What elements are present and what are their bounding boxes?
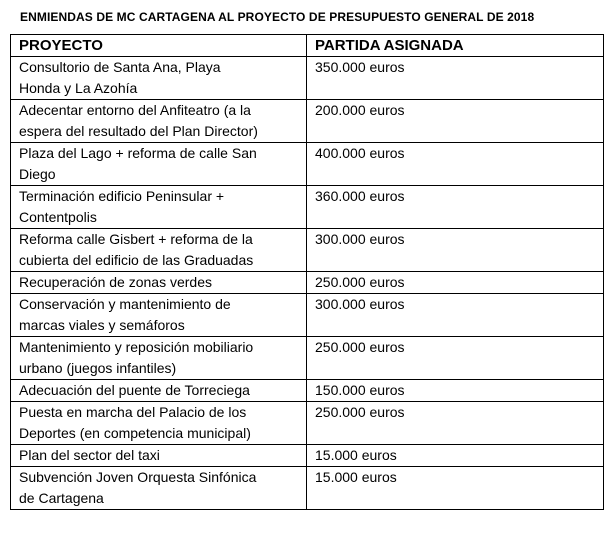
table-row: Subvención Joven Orquesta Sinfónica de C… [10,466,604,510]
table-row: Plaza del Lago + reforma de calle San Di… [10,142,604,186]
project-cell: Consultorio de Santa Ana, Playa Honda y … [10,56,307,100]
amount-cell: 200.000 euros [306,99,604,143]
amount-cell: 350.000 euros [306,56,604,100]
table-body: Consultorio de Santa Ana, Playa Honda y … [10,56,604,510]
table-row: Terminación edificio Peninsular + Conten… [10,185,604,229]
project-cell: Adecuación del puente de Torreciega [10,379,307,402]
amount-cell: 250.000 euros [306,271,604,294]
table-row: Adecentar entorno del Anfiteatro (a la e… [10,99,604,143]
table-row: Conservación y mantenimiento de marcas v… [10,293,604,337]
project-cell: Puesta en marcha del Palacio de los Depo… [10,401,307,445]
amount-cell: 250.000 euros [306,336,604,380]
table-row: Puesta en marcha del Palacio de los Depo… [10,401,604,445]
amount-cell: 15.000 euros [306,444,604,467]
table-row: Mantenimiento y reposición mobiliario ur… [10,336,604,380]
budget-table: PROYECTO PARTIDA ASIGNADA Consultorio de… [10,34,604,510]
table-row: Recuperación de zonas verdes 250.000 euro… [10,271,604,294]
amount-cell: 15.000 euros [306,466,604,510]
table-row: Reforma calle Gisbert + reforma de la cu… [10,228,604,272]
column-header-partida-asignada: PARTIDA ASIGNADA [306,34,604,57]
project-cell: Plaza del Lago + reforma de calle San Di… [10,142,307,186]
amount-cell: 400.000 euros [306,142,604,186]
table-row: Plan del sector del taxi 15.000 euros [10,444,604,467]
project-cell: Mantenimiento y reposición mobiliario ur… [10,336,307,380]
amount-cell: 300.000 euros [306,228,604,272]
amount-cell: 150.000 euros [306,379,604,402]
table-row: Adecuación del puente de Torreciega 150.0… [10,379,604,402]
project-cell: Plan del sector del taxi [10,444,307,467]
page-title: ENMIENDAS DE MC CARTAGENA AL PROYECTO DE… [20,10,535,24]
project-cell: Adecentar entorno del Anfiteatro (a la e… [10,99,307,143]
column-header-proyecto: PROYECTO [10,34,307,57]
project-cell: Terminación edificio Peninsular + Conten… [10,185,307,229]
project-cell: Conservación y mantenimiento de marcas v… [10,293,307,337]
project-cell: Recuperación de zonas verdes [10,271,307,294]
table-header-row: PROYECTO PARTIDA ASIGNADA [10,34,604,57]
table-row: Consultorio de Santa Ana, Playa Honda y … [10,56,604,100]
project-cell: Subvención Joven Orquesta Sinfónica de C… [10,466,307,510]
document-page: ENMIENDAS DE MC CARTAGENA AL PROYECTO DE… [0,10,614,540]
amount-cell: 300.000 euros [306,293,604,337]
amount-cell: 360.000 euros [306,185,604,229]
project-cell: Reforma calle Gisbert + reforma de la cu… [10,228,307,272]
amount-cell: 250.000 euros [306,401,604,445]
